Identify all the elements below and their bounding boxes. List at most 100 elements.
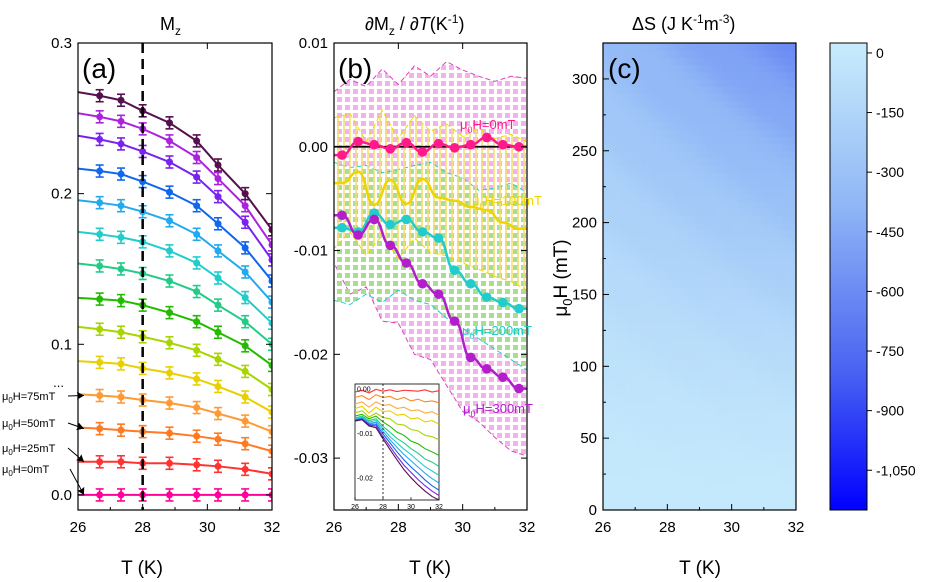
data-point-175mT bbox=[96, 262, 104, 270]
heatmap-cell bbox=[750, 222, 755, 231]
heatmap-cell bbox=[754, 57, 758, 66]
heatmap-cell bbox=[786, 100, 791, 109]
heatmap-cell bbox=[619, 316, 623, 324]
heatmap-cell bbox=[789, 236, 794, 245]
heatmap-cell bbox=[635, 165, 639, 173]
heatmap-cell bbox=[760, 359, 765, 367]
heatmap-cell bbox=[667, 344, 672, 353]
heatmap-cell bbox=[738, 265, 742, 274]
heatmap-cell bbox=[715, 280, 720, 288]
heatmap-cell bbox=[760, 64, 765, 73]
heatmap-cell bbox=[625, 71, 630, 80]
heatmap-cell bbox=[702, 459, 707, 468]
heatmap-cell bbox=[612, 395, 617, 403]
heatmap-cell bbox=[699, 351, 704, 360]
heatmap-cell bbox=[664, 474, 668, 482]
heatmap-cell bbox=[783, 409, 787, 418]
heatmap-cell bbox=[744, 402, 749, 411]
heatmap-cell bbox=[767, 294, 771, 303]
heatmap-cell bbox=[783, 280, 787, 288]
heatmap-cell bbox=[654, 294, 659, 303]
heatmap-cell bbox=[664, 114, 668, 123]
heatmap-cell bbox=[667, 150, 672, 159]
heatmap-cell bbox=[715, 502, 720, 510]
heatmap-cell bbox=[676, 208, 681, 217]
heatmap-cell bbox=[770, 409, 775, 418]
heatmap-cell bbox=[631, 222, 636, 231]
heatmap-cell bbox=[754, 380, 758, 389]
heatmap-cell bbox=[718, 423, 723, 432]
heatmap-cell bbox=[693, 474, 697, 482]
heatmap-cell bbox=[625, 265, 630, 274]
data-point bbox=[369, 139, 380, 150]
heatmap-cell bbox=[699, 251, 704, 260]
heatmap-cell bbox=[712, 251, 717, 260]
heatmap-cell bbox=[664, 136, 668, 145]
heatmap-cell bbox=[622, 445, 627, 454]
heatmap-cell bbox=[734, 502, 739, 510]
heatmap-cell bbox=[641, 244, 646, 252]
heatmap-cell bbox=[792, 179, 796, 188]
heatmap-cell bbox=[644, 165, 649, 173]
heatmap-cell bbox=[689, 86, 694, 94]
heatmap-cell bbox=[628, 172, 633, 181]
heatmap-cell bbox=[705, 244, 710, 252]
data-point bbox=[353, 230, 363, 240]
heatmap-cell bbox=[757, 438, 762, 446]
heatmap-cell bbox=[619, 287, 623, 296]
heatmap-cell bbox=[622, 409, 627, 418]
heatmap-cell bbox=[683, 294, 688, 303]
heatmap-cell bbox=[670, 57, 675, 66]
heatmap-cell bbox=[696, 301, 701, 310]
heatmap-cell bbox=[670, 186, 675, 195]
heatmap-cell bbox=[635, 337, 639, 346]
heatmap-cell bbox=[786, 93, 791, 102]
heatmap-cell bbox=[718, 416, 723, 425]
heatmap-cell bbox=[638, 143, 643, 152]
heatmap-cell bbox=[683, 459, 688, 468]
heatmap-cell bbox=[754, 50, 758, 58]
heatmap-cell bbox=[715, 423, 720, 432]
heatmap-cell bbox=[612, 466, 617, 475]
heatmap-cell bbox=[696, 186, 701, 195]
heatmap-cell bbox=[747, 193, 752, 202]
heatmap-cell bbox=[770, 64, 775, 73]
heatmap-cell bbox=[631, 495, 636, 504]
heatmap-cell bbox=[673, 64, 678, 73]
heatmap-cell bbox=[789, 416, 794, 425]
heatmap-cell bbox=[693, 57, 697, 66]
heatmap-cell bbox=[644, 466, 649, 475]
heatmap-cell bbox=[689, 430, 694, 439]
heatmap-cell bbox=[612, 208, 617, 217]
heatmap-cell bbox=[667, 416, 672, 425]
heatmap-cell bbox=[750, 395, 755, 403]
series-line-300mT bbox=[78, 112, 272, 246]
heatmap-cell bbox=[722, 179, 726, 188]
heatmap-cell bbox=[657, 344, 662, 353]
heatmap-cell bbox=[635, 50, 639, 58]
heatmap-cell bbox=[770, 387, 775, 396]
heatmap-cell bbox=[686, 157, 691, 166]
heatmap-cell bbox=[603, 78, 607, 87]
heatmap-cell bbox=[648, 150, 652, 159]
heatmap-cell bbox=[725, 344, 730, 353]
heatmap-cell bbox=[667, 395, 672, 403]
series-label-sub: 0 bbox=[471, 409, 476, 419]
heatmap-cell bbox=[702, 466, 707, 475]
heatmap-cell bbox=[770, 344, 775, 353]
heatmap-cell bbox=[644, 366, 649, 375]
heatmap-cell bbox=[718, 502, 723, 510]
heatmap-cell bbox=[741, 409, 746, 418]
heatmap-cell bbox=[683, 215, 688, 224]
heatmap-cell bbox=[648, 57, 652, 66]
heatmap-cell bbox=[676, 86, 681, 94]
heatmap-cell bbox=[670, 481, 675, 490]
heatmap-cell bbox=[622, 488, 627, 497]
heatmap-cell bbox=[641, 330, 646, 339]
heatmap-cell bbox=[654, 330, 659, 339]
heatmap-cell bbox=[657, 445, 662, 454]
heatmap-cell bbox=[686, 438, 691, 446]
heatmap-cell bbox=[670, 114, 675, 123]
heatmap-cell bbox=[654, 387, 659, 396]
heatmap-cell bbox=[683, 359, 688, 367]
